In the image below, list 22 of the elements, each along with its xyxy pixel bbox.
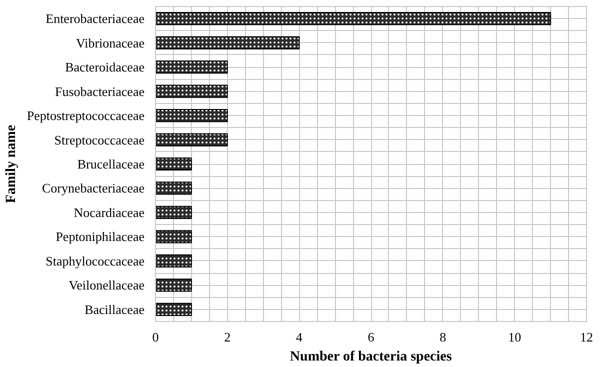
- x-tick-label: 12: [580, 330, 593, 344]
- y-tick-label: Bacillaceae: [84, 302, 145, 317]
- y-tick-label: Staphylococcaceae: [46, 253, 145, 268]
- x-tick-label: 8: [440, 330, 446, 344]
- y-tick-label: Enterobacteriaceae: [46, 11, 145, 26]
- y-tick-label: Brucellaceae: [77, 156, 145, 172]
- x-tick-label: 0: [152, 330, 159, 344]
- x-axis-title: Number of bacteria species: [290, 350, 452, 364]
- y-tick-label: Streptococcaceae: [54, 132, 145, 148]
- x-tick-label: 2: [224, 330, 231, 344]
- y-tick-label: Peptoniphilaceae: [56, 229, 145, 244]
- y-tick-label: Bacteroidaceae: [65, 60, 145, 75]
- y-tick-label: Nocardiaceae: [74, 204, 145, 220]
- x-tick-label: 4: [296, 330, 303, 344]
- y-axis-title: Family name: [4, 124, 19, 204]
- y-tick-label: Corynebacteriaceae: [42, 180, 145, 196]
- y-tick-label: Vibrionaceae: [76, 35, 145, 50]
- y-tick-label: Veilonellaceae: [68, 278, 145, 293]
- y-tick-label: Fusobacteriaceae: [55, 84, 145, 99]
- y-tick-label: Peptostreptococcaceae: [26, 108, 145, 124]
- x-tick-label: 6: [368, 330, 375, 344]
- x-tick-label: 10: [508, 330, 522, 344]
